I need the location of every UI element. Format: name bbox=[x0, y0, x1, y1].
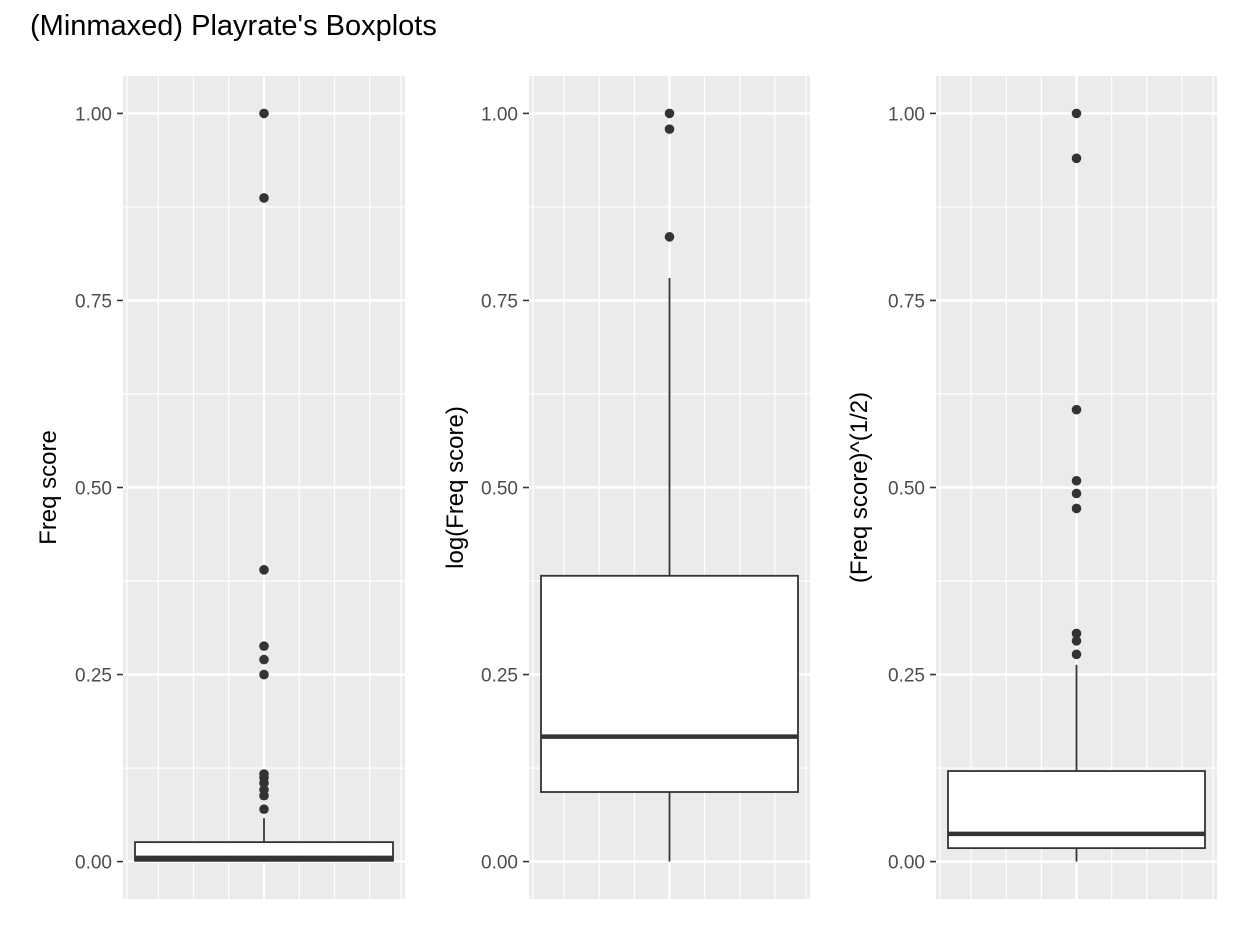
y-tick-label: 0.25 bbox=[888, 666, 925, 687]
outlier-point bbox=[664, 108, 675, 119]
outlier-point bbox=[259, 193, 269, 203]
y-tick-label: 0.50 bbox=[481, 479, 518, 500]
y-tick-label: 0.50 bbox=[888, 479, 925, 500]
boxplot-panel-2: 0.00 0.25 0.50 0.75 1.00 log(Freq score) bbox=[442, 76, 810, 899]
outlier-point bbox=[259, 641, 269, 651]
y-tick-label: 1.00 bbox=[75, 104, 112, 125]
y-tick-label: 0.50 bbox=[75, 479, 112, 500]
outlier-point bbox=[1071, 108, 1082, 119]
outlier-point bbox=[259, 108, 269, 119]
outlier-point bbox=[259, 778, 269, 788]
outlier-point bbox=[259, 804, 269, 815]
y-tick-label: 0.00 bbox=[888, 853, 925, 874]
outlier-point bbox=[1071, 153, 1082, 164]
y-axis-title: Freq score bbox=[35, 430, 62, 545]
outlier-point bbox=[259, 565, 269, 575]
y-tick-label: 1.00 bbox=[888, 104, 925, 125]
outlier-point bbox=[259, 654, 269, 665]
outlier-point bbox=[1071, 503, 1082, 514]
y-tick-label: 0.25 bbox=[75, 666, 112, 687]
y-tick-label: 0.00 bbox=[481, 853, 518, 874]
outlier-point bbox=[1071, 628, 1082, 639]
y-tick-label: 0.75 bbox=[75, 291, 112, 312]
outlier-point bbox=[259, 790, 269, 801]
y-axis-title: (Freq score)^(1/2) bbox=[846, 392, 873, 583]
y-tick-label: 0.75 bbox=[888, 291, 925, 312]
y-tick-label: 0.75 bbox=[481, 291, 518, 312]
boxplot-panel-3: 0.00 0.25 0.50 0.75 1.00 (Freq score)^(1/2) bbox=[846, 76, 1217, 899]
y-axis-title: log(Freq score) bbox=[442, 406, 469, 569]
outlier-point bbox=[664, 232, 675, 242]
outlier-point bbox=[259, 669, 269, 680]
outlier-point bbox=[664, 124, 675, 134]
outlier-point bbox=[1071, 475, 1082, 486]
iqr-box bbox=[947, 770, 1206, 850]
y-tick-label: 0.25 bbox=[481, 666, 518, 687]
boxplot-panel-1: 0.00 0.25 0.50 0.75 1.00 Freq score bbox=[35, 76, 405, 899]
outlier-point bbox=[1071, 488, 1082, 499]
y-tick-label: 0.00 bbox=[75, 853, 112, 874]
y-tick-label: 1.00 bbox=[481, 104, 518, 125]
outlier-point bbox=[1071, 649, 1082, 660]
outlier-point bbox=[1071, 636, 1082, 646]
chart-title: (Minmaxed) Playrate's Boxplots bbox=[30, 10, 437, 42]
outlier-point bbox=[1071, 404, 1082, 415]
iqr-box bbox=[540, 574, 799, 793]
